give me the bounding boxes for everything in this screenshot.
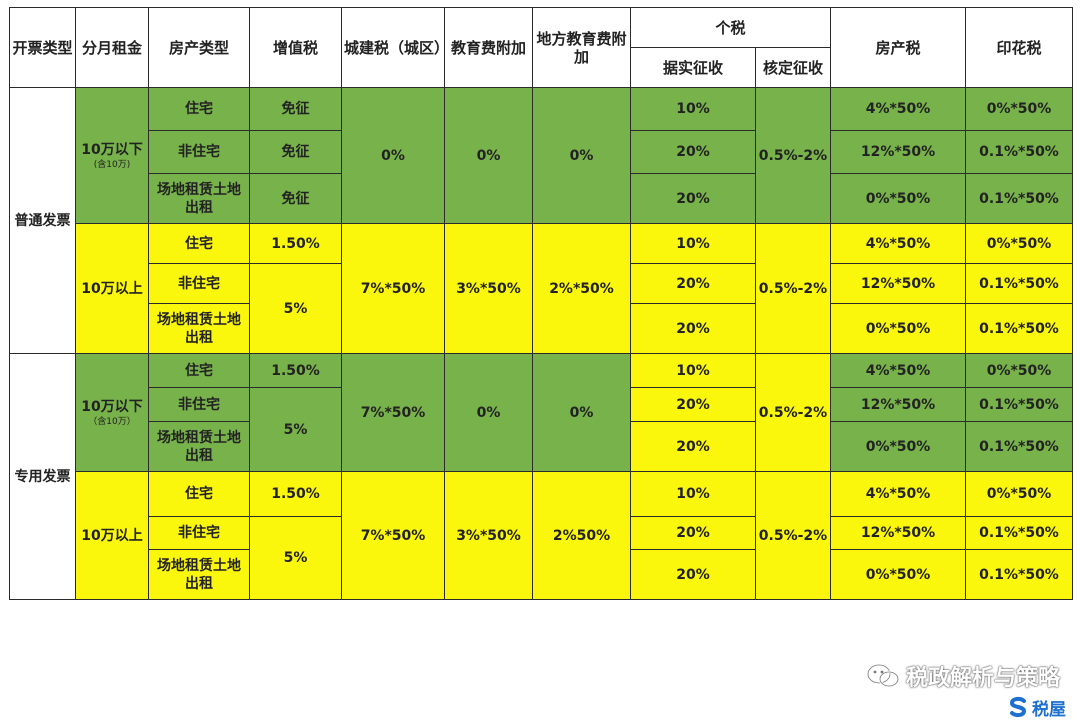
vat-cell: 免征	[249, 173, 342, 224]
stamp-tax-cell: 0.1%*50%	[965, 516, 1074, 550]
header-vat: 增值税	[249, 7, 342, 88]
header-stamp-tax: 印花税	[965, 7, 1074, 88]
stamp-tax-cell: 0%*50%	[965, 471, 1074, 517]
header-iit-assessed: 核定征收	[754, 47, 832, 88]
urban-tax-cell: 7%*50%	[341, 471, 445, 600]
iit-actual-cell: 20%	[630, 516, 756, 550]
rent-over-10w: 10万以上	[75, 471, 149, 600]
rent-under-10w: 10万以下 (含10万)	[75, 87, 149, 224]
edu-surcharge-cell: 3%*50%	[444, 471, 533, 600]
vat-cell: 5%	[249, 263, 342, 354]
header-iit-actual: 据实征收	[630, 47, 756, 88]
property-tax-cell: 12%*50%	[830, 130, 967, 174]
stamp-tax-cell: 0.1%*50%	[965, 263, 1074, 304]
vat-cell: 1.50%	[249, 353, 342, 388]
header-property-type: 房产类型	[148, 7, 250, 88]
edu-surcharge-cell: 3%*50%	[444, 223, 533, 354]
header-iit: 个税	[629, 7, 832, 48]
property-type-cell: 非住宅	[148, 130, 250, 174]
iit-actual-cell: 20%	[630, 263, 756, 304]
wechat-watermark: 税政解析与策略	[866, 660, 1060, 692]
edu-surcharge-cell: 0%	[444, 353, 533, 472]
stamp-tax-cell: 0.1%*50%	[965, 387, 1074, 422]
header-property-tax: 房产税	[830, 7, 967, 88]
property-tax-cell: 0%*50%	[830, 549, 967, 600]
invoice-type-ordinary: 普通发票	[9, 87, 76, 354]
property-tax-cell: 0%*50%	[830, 303, 967, 354]
stamp-tax-cell: 0%*50%	[965, 87, 1074, 131]
local-edu-cell: 2%*50%	[532, 223, 631, 354]
property-tax-cell: 4%*50%	[830, 223, 967, 264]
stamp-tax-cell: 0%*50%	[965, 223, 1074, 264]
property-type-cell: 场地租赁土地出租	[148, 421, 250, 472]
urban-tax-cell: 0%	[341, 87, 445, 224]
iit-actual-cell: 20%	[630, 387, 756, 422]
local-edu-cell: 2%50%	[532, 471, 631, 600]
stamp-tax-cell: 0.1%*50%	[965, 130, 1074, 174]
iit-actual-cell: 20%	[630, 549, 756, 600]
stamp-tax-cell: 0.1%*50%	[965, 549, 1074, 600]
property-type-cell: 非住宅	[148, 263, 250, 304]
header-urban-tax: 城建税（城区）	[341, 7, 449, 88]
property-type-cell: 住宅	[148, 87, 250, 131]
property-type-cell: 住宅	[148, 471, 250, 517]
property-type-cell: 住宅	[148, 353, 250, 388]
iit-assessed-cell: 0.5%-2%	[754, 87, 832, 224]
vat-cell: 5%	[249, 387, 342, 472]
header-monthly-rent: 分月租金	[75, 7, 149, 88]
vat-cell: 免征	[249, 87, 342, 131]
property-tax-cell: 4%*50%	[830, 353, 967, 388]
stamp-tax-cell: 0.1%*50%	[965, 303, 1074, 354]
vat-cell: 免征	[249, 130, 342, 174]
iit-actual-cell: 20%	[630, 173, 756, 224]
iit-actual-cell: 20%	[630, 421, 756, 472]
header-invoice-type: 开票类型	[9, 7, 76, 88]
property-tax-cell: 12%*50%	[830, 516, 967, 550]
stamp-tax-cell: 0.1%*50%	[965, 421, 1074, 472]
iit-actual-cell: 20%	[630, 303, 756, 354]
property-tax-cell: 0%*50%	[830, 173, 967, 224]
vat-cell: 5%	[249, 516, 342, 600]
rent-under-10w: 10万以下 （含10万）	[75, 353, 149, 472]
stamp-tax-cell: 0%*50%	[965, 353, 1074, 388]
property-tax-cell: 0%*50%	[830, 421, 967, 472]
property-type-cell: 非住宅	[148, 516, 250, 550]
logo-text: 税屋	[1032, 699, 1066, 720]
s-logo-icon	[1009, 696, 1027, 718]
urban-tax-cell: 7%*50%	[341, 353, 445, 472]
property-type-cell: 住宅	[148, 223, 250, 264]
property-tax-cell: 4%*50%	[830, 471, 967, 517]
brand-logo: 税屋	[1007, 695, 1066, 720]
iit-actual-cell: 10%	[630, 353, 756, 388]
iit-actual-cell: 10%	[630, 87, 756, 131]
property-tax-cell: 12%*50%	[830, 387, 967, 422]
rent-over-10w: 10万以上	[75, 223, 149, 354]
local-edu-cell: 0%	[532, 87, 631, 224]
iit-actual-cell: 10%	[630, 471, 756, 517]
iit-actual-cell: 20%	[630, 130, 756, 174]
iit-assessed-cell: 0.5%-2%	[754, 223, 832, 354]
header-edu-surcharge: 教育费附加	[444, 7, 533, 88]
watermark-text: 税政解析与策略	[905, 666, 1060, 691]
wechat-icon	[866, 663, 900, 688]
header-local-edu-surcharge: 地方教育费附加	[532, 7, 631, 88]
edu-surcharge-cell: 0%	[444, 87, 533, 224]
property-type-cell: 场地租赁土地出租	[148, 549, 250, 600]
vat-cell: 1.50%	[249, 471, 342, 517]
stamp-tax-cell: 0.1%*50%	[965, 173, 1074, 224]
local-edu-cell: 0%	[532, 353, 631, 472]
iit-actual-cell: 10%	[630, 223, 756, 264]
iit-assessed-cell: 0.5%-2%	[754, 471, 832, 600]
property-type-cell: 场地租赁土地出租	[148, 173, 250, 224]
property-tax-cell: 4%*50%	[830, 87, 967, 131]
property-tax-cell: 12%*50%	[830, 263, 967, 304]
iit-assessed-cell: 0.5%-2%	[754, 353, 832, 472]
tax-rate-table: 开票类型 分月租金 房产类型 增值税 城建税（城区） 教育费附加 地方教育费附加…	[9, 7, 1074, 600]
urban-tax-cell: 7%*50%	[341, 223, 445, 354]
invoice-type-special: 专用发票	[9, 353, 76, 600]
vat-cell: 1.50%	[249, 223, 342, 264]
property-type-cell: 非住宅	[148, 387, 250, 422]
property-type-cell: 场地租赁土地出租	[148, 303, 250, 354]
